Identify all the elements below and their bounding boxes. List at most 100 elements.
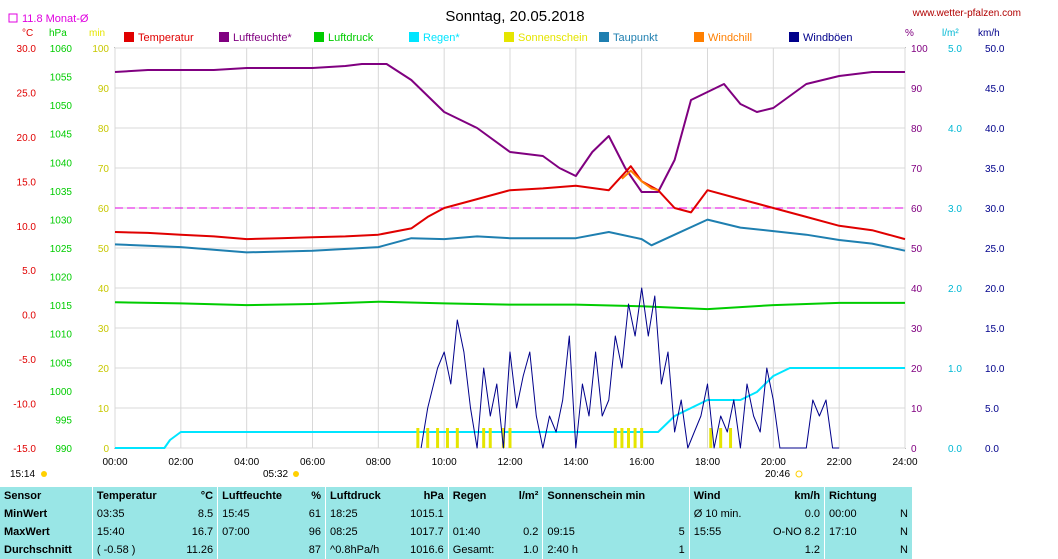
temp-axis-tick-label: -5.0 <box>19 355 37 366</box>
sunrise-label: 05:32 <box>263 469 288 480</box>
min-axis-tick-label: 20 <box>98 364 110 375</box>
stats-cell: 07:00 <box>217 523 301 541</box>
min-axis-tick-label: 50 <box>98 244 110 255</box>
min-axis-tick-label: 60 <box>98 204 110 215</box>
pressure-axis-tick-label: 1045 <box>50 130 73 141</box>
stats-header-humidity-unit: % <box>311 490 322 502</box>
pressure-axis-tick-label: 1005 <box>50 358 73 369</box>
legend-label: Taupunkt <box>613 32 658 44</box>
stats-cell: 87 <box>308 544 322 556</box>
min-axis-tick-label: 0 <box>103 444 109 455</box>
legend-label: Regen* <box>423 32 460 44</box>
time-axis-tick-label: 14:00 <box>563 457 588 468</box>
stats-cell <box>542 505 672 523</box>
series-luftfeuchte-line <box>114 63 905 193</box>
stats-cell: 00:00 <box>824 505 893 523</box>
percent-axis-tick-label: 100 <box>911 44 928 55</box>
stats-header-row: Sensor Temperatur °C Luftfeuchte % Luftd… <box>0 487 912 505</box>
pressure-axis-tick-label: 1020 <box>50 273 73 284</box>
rain-axis-tick-label: 3.0 <box>948 204 962 215</box>
rain-axis-tick-label: 2.0 <box>948 284 962 295</box>
pressure-axis-tick-label: 1030 <box>50 215 73 226</box>
grid <box>114 47 906 449</box>
time-axis-tick-label: 06:00 <box>300 457 325 468</box>
percent-axis-tick-label: 80 <box>911 124 923 135</box>
unit-percent: % <box>905 28 914 39</box>
temp-axis-tick-label: 15.0 <box>17 177 37 188</box>
temp-axis-tick-label: 0.0 <box>22 311 36 322</box>
monthly-avg-label: 11.8 Monat-Ø <box>22 13 89 25</box>
stats-cell: 16.7 <box>191 526 214 538</box>
legend-swatch <box>314 32 324 42</box>
stats-cell: 2:40 h <box>542 541 672 559</box>
stats-header-humidity: Luftfeuchte <box>217 487 301 505</box>
time-axis-tick-label: 24:00 <box>892 457 917 468</box>
series-sonnenschein-bar <box>416 428 420 448</box>
stats-header-sensor: Sensor <box>4 490 42 502</box>
stats-header-temp: Temperatur <box>91 487 175 505</box>
legend-label: Luftdruck <box>328 32 374 44</box>
pressure-axis-tick-label: 1035 <box>50 187 73 198</box>
wind-axis-tick-label: 40.0 <box>985 124 1005 135</box>
pressure-axis-tick-label: 1000 <box>50 387 73 398</box>
stats-cell: 5 <box>678 526 685 538</box>
stats-header-rain-unit: l/m² <box>518 490 539 502</box>
series-sonnenschein-bar <box>488 428 492 448</box>
pressure-axis-tick-label: 1055 <box>50 73 73 84</box>
legend-label: Sonnenschein <box>518 32 588 44</box>
chart-background <box>0 0 1058 485</box>
percent-axis-tick-label: 40 <box>911 284 923 295</box>
pressure-axis-tick-label: 1040 <box>50 158 73 169</box>
wind-axis-tick-label: 10.0 <box>985 364 1005 375</box>
min-axis-tick-label: 100 <box>92 44 109 55</box>
series-sonnenschein-bar <box>633 428 637 448</box>
stats-cell: 09:15 <box>542 523 672 541</box>
legend-swatch <box>409 32 419 42</box>
legend: Temperatur Luftfeuchte* Luftdruck Regen* Son… <box>124 32 853 44</box>
legend-swatch <box>219 32 229 42</box>
time-axis-tick-label: 16:00 <box>629 457 654 468</box>
percent-axis-tick-label: 60 <box>911 204 923 215</box>
legend-swatch <box>599 32 609 42</box>
legend-swatch <box>124 32 134 42</box>
temp-axis-tick-label: 10.0 <box>17 222 37 233</box>
temp-axis-tick-label: -10.0 <box>13 400 36 411</box>
min-axis-tick-label: 80 <box>98 124 110 135</box>
temp-axis-tick-label: 30.0 <box>17 44 37 55</box>
rain-axis-tick-label: 1.0 <box>948 364 962 375</box>
percent-axis-tick-label: 30 <box>911 324 923 335</box>
stats-cell: 96 <box>308 526 322 538</box>
chart-title: Sonntag, 20.05.2018 <box>445 8 584 25</box>
series-taupunkt-line <box>114 218 906 254</box>
wind-axis-tick-label: 0.0 <box>985 444 999 455</box>
min-axis-tick-label: 40 <box>98 284 110 295</box>
stats-header-sunshine: Sonnenschein min <box>542 487 672 505</box>
series-sonnenschein-bar <box>709 428 713 448</box>
stats-cell: 17:10 <box>824 523 893 541</box>
min-axis-tick-label: 30 <box>98 324 110 335</box>
stats-row-max: MaxWert 15:40 16.7 07:00 96 08:25 1017.7… <box>0 523 912 541</box>
weather-chart: Sonntag, 20.05.2018 www.wetter-pfalzen.c… <box>0 0 1058 485</box>
percent-axis-tick-label: 90 <box>911 84 923 95</box>
pressure-axis-tick-label: 990 <box>55 444 72 455</box>
series-sonnenschein-bar <box>627 428 630 448</box>
wind-axis-tick-label: 35.0 <box>985 164 1005 175</box>
series-windben-line <box>420 287 840 449</box>
stats-cell: MinWert <box>4 508 48 520</box>
pressure-axis-tick-label: 1025 <box>50 244 73 255</box>
sunrise-icon <box>293 471 299 477</box>
stats-cell: 15:55 <box>688 523 758 541</box>
stats-header-pressure: Luftdruck <box>325 487 398 505</box>
stats-cell: Ø 10 min. <box>688 505 758 523</box>
stats-header-direction-unit <box>893 487 912 505</box>
min-axis-tick-label: 90 <box>98 84 110 95</box>
sunset-label: 20:46 <box>765 469 790 480</box>
series-sonnenschein-bar <box>729 428 733 448</box>
stats-header-wind: Wind <box>688 487 758 505</box>
time-axis-tick-label: 20:00 <box>761 457 786 468</box>
temp-axis-tick-label: -15.0 <box>13 444 36 455</box>
stats-cell: O-NO 8.2 <box>772 526 821 538</box>
series-temperatur-line <box>114 165 906 241</box>
wind-axis-tick-label: 5.0 <box>985 404 999 415</box>
time-axis-tick-label: 18:00 <box>695 457 720 468</box>
